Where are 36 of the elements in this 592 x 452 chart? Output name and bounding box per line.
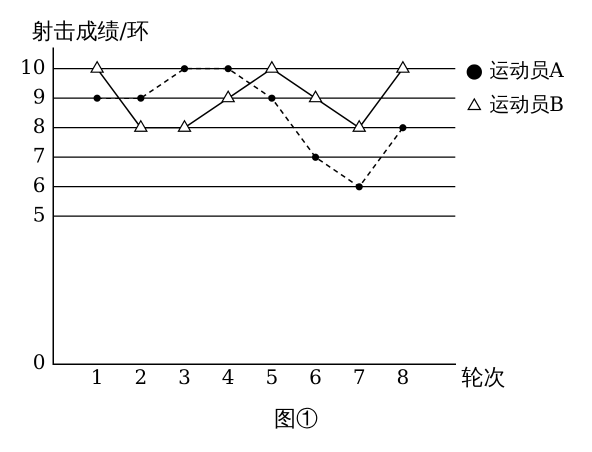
point	[312, 154, 320, 161]
x-tick-label: 3	[178, 365, 191, 390]
point	[268, 94, 276, 102]
point	[308, 90, 322, 102]
x-tick-label: 7	[352, 365, 366, 390]
y-tick-label: 0	[32, 350, 46, 374]
point	[94, 94, 101, 102]
point	[352, 120, 366, 132]
x-tick-label: 4	[222, 365, 235, 390]
x-tick-label: 6	[309, 365, 322, 390]
point	[134, 120, 148, 132]
y-tick-label: 10	[20, 54, 46, 79]
legend-label: 运动员A	[489, 58, 564, 82]
y-tick-label: 9	[32, 84, 46, 108]
y-tick-label: 8	[32, 114, 46, 138]
point	[356, 183, 363, 190]
x-tick-label: 1	[90, 365, 104, 390]
x-tick-label: 5	[265, 365, 278, 390]
x-tick-label: 2	[134, 365, 148, 390]
point	[222, 90, 235, 102]
point	[224, 65, 232, 72]
point	[265, 61, 279, 73]
x-axis-title: 轮次	[461, 366, 506, 391]
y-tick-label: 5	[32, 202, 46, 227]
point	[399, 124, 406, 132]
legend-label: 运动员B	[489, 92, 564, 116]
x-tick-label: 8	[396, 365, 410, 390]
point	[90, 61, 104, 73]
y-tick-label: 7	[32, 143, 46, 168]
point	[180, 65, 188, 72]
point	[396, 61, 410, 73]
y-axis-title: 射击成绩/环	[31, 20, 149, 45]
y-tick-label: 6	[32, 173, 46, 198]
text: 图①	[273, 406, 319, 434]
point	[137, 94, 144, 102]
point	[178, 120, 192, 132]
